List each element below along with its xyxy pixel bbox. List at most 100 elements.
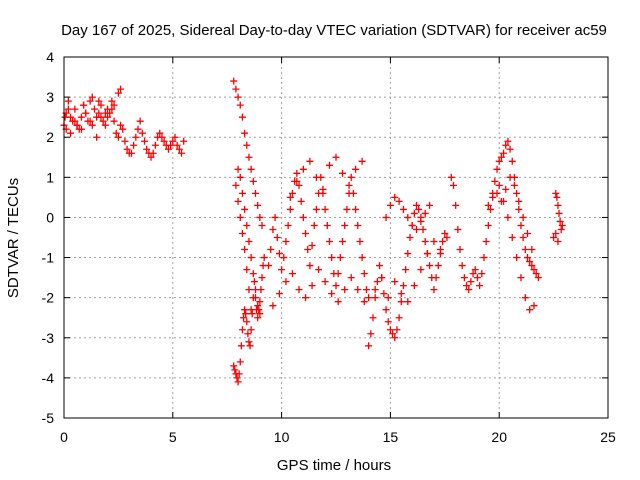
data-point — [552, 189, 560, 197]
data-point — [362, 286, 370, 294]
data-point — [328, 254, 336, 262]
data-point — [347, 173, 355, 181]
data-point — [269, 302, 277, 310]
data-point — [471, 266, 479, 274]
data-point — [88, 93, 96, 101]
data-point — [493, 165, 501, 173]
data-point — [495, 157, 503, 165]
data-point — [458, 262, 466, 270]
data-point — [234, 197, 242, 205]
data-point — [426, 201, 434, 209]
data-point — [110, 101, 118, 109]
data-point — [82, 109, 90, 117]
data-point — [241, 129, 249, 137]
data-point — [510, 181, 518, 189]
data-point — [352, 165, 360, 173]
data-point — [312, 173, 320, 181]
grid-layer — [64, 57, 608, 418]
data-point — [391, 193, 399, 201]
data-point — [306, 262, 314, 270]
y-tick-label: 4 — [46, 49, 54, 65]
data-point — [452, 201, 460, 209]
data-point — [108, 97, 116, 105]
data-points — [60, 77, 566, 386]
data-point — [180, 137, 188, 145]
data-point — [282, 238, 290, 246]
data-point — [382, 306, 390, 314]
data-point — [77, 113, 85, 121]
data-point — [117, 85, 125, 93]
data-point — [478, 270, 486, 278]
data-point — [306, 157, 314, 165]
x-tick-label: 5 — [169, 429, 177, 445]
data-point — [506, 173, 514, 181]
data-point — [243, 141, 251, 149]
data-point — [519, 213, 527, 221]
data-point — [391, 278, 399, 286]
data-point — [299, 165, 307, 173]
data-point — [386, 326, 394, 334]
data-point — [238, 113, 246, 121]
data-point — [523, 229, 531, 237]
data-point — [233, 374, 241, 382]
data-point — [249, 177, 257, 185]
x-tick-label: 10 — [274, 429, 290, 445]
x-tick-label: 25 — [600, 429, 616, 445]
data-point — [395, 197, 403, 205]
y-axis-title: SDTVAR / TECUs — [5, 178, 22, 298]
data-point — [415, 205, 423, 213]
data-point — [123, 145, 131, 153]
data-point — [500, 149, 508, 157]
data-point — [71, 105, 79, 113]
data-point — [343, 205, 351, 213]
data-point — [114, 89, 122, 97]
data-point — [323, 221, 331, 229]
data-point — [482, 238, 490, 246]
data-point — [519, 234, 527, 241]
data-point — [491, 177, 499, 185]
data-point — [232, 181, 240, 189]
data-point — [132, 133, 140, 141]
data-point — [171, 133, 179, 141]
data-point — [473, 274, 481, 282]
data-point — [413, 201, 421, 209]
data-point — [247, 326, 255, 334]
data-point — [325, 161, 333, 169]
data-point — [513, 254, 521, 262]
data-point — [93, 133, 101, 141]
data-point — [402, 266, 410, 274]
data-point — [104, 113, 112, 121]
data-point — [419, 225, 427, 233]
y-tick-label: 1 — [46, 169, 54, 185]
data-point — [230, 362, 238, 370]
data-point — [293, 177, 301, 185]
data-point — [423, 250, 431, 258]
data-point — [121, 137, 129, 145]
data-point — [275, 250, 283, 258]
data-point — [556, 217, 564, 225]
data-point — [295, 181, 303, 189]
data-point — [237, 342, 245, 350]
data-point — [251, 294, 259, 302]
data-point — [299, 213, 307, 221]
data-point — [249, 270, 257, 278]
data-point — [258, 221, 266, 229]
data-point — [502, 141, 510, 149]
data-point — [286, 205, 294, 213]
data-point — [136, 117, 144, 125]
data-point — [86, 117, 94, 125]
data-point — [352, 205, 360, 213]
data-point — [484, 201, 492, 209]
data-point — [254, 302, 262, 310]
data-point — [245, 153, 253, 161]
data-point — [480, 254, 488, 262]
data-point — [497, 153, 505, 161]
data-point — [484, 221, 492, 229]
data-point — [356, 238, 364, 246]
data-point — [293, 169, 301, 177]
data-point — [321, 205, 329, 213]
data-point — [404, 298, 412, 306]
data-point — [304, 246, 312, 254]
data-point — [373, 278, 381, 286]
